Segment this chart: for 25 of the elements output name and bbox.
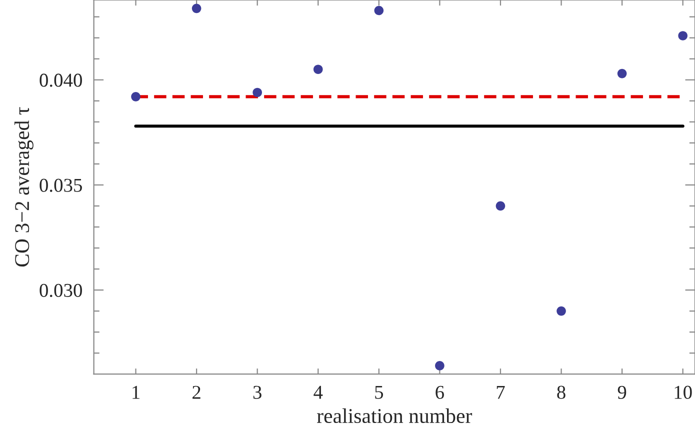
point xyxy=(435,361,444,370)
x-tick-label: 10 xyxy=(674,386,692,399)
x-tick-label: 7 xyxy=(496,386,505,399)
point xyxy=(617,68,627,78)
point xyxy=(192,4,202,14)
y-tick-label: 0.035 xyxy=(40,178,82,192)
x-tick-label: 8 xyxy=(557,386,566,399)
y-tick-label: 0.040 xyxy=(40,74,82,87)
point xyxy=(496,201,506,211)
x-tick-label: 1 xyxy=(132,386,140,399)
point xyxy=(252,88,262,98)
x-axis-title: realisation number xyxy=(317,408,472,424)
point xyxy=(313,64,323,74)
x-tick-label: 6 xyxy=(436,386,444,399)
point xyxy=(374,6,384,16)
x-tick-label: 3 xyxy=(253,386,262,399)
x-tick-label: 2 xyxy=(192,386,200,399)
x-tick-label: 5 xyxy=(375,386,384,399)
x-tick-label: 9 xyxy=(618,386,626,399)
point xyxy=(678,31,688,40)
point xyxy=(131,92,140,102)
point xyxy=(556,306,566,316)
y-axis-title: CO 3−2 averaged τ xyxy=(14,107,34,267)
y-tick-label: 0.030 xyxy=(40,284,82,298)
x-tick-label: 4 xyxy=(314,386,323,399)
